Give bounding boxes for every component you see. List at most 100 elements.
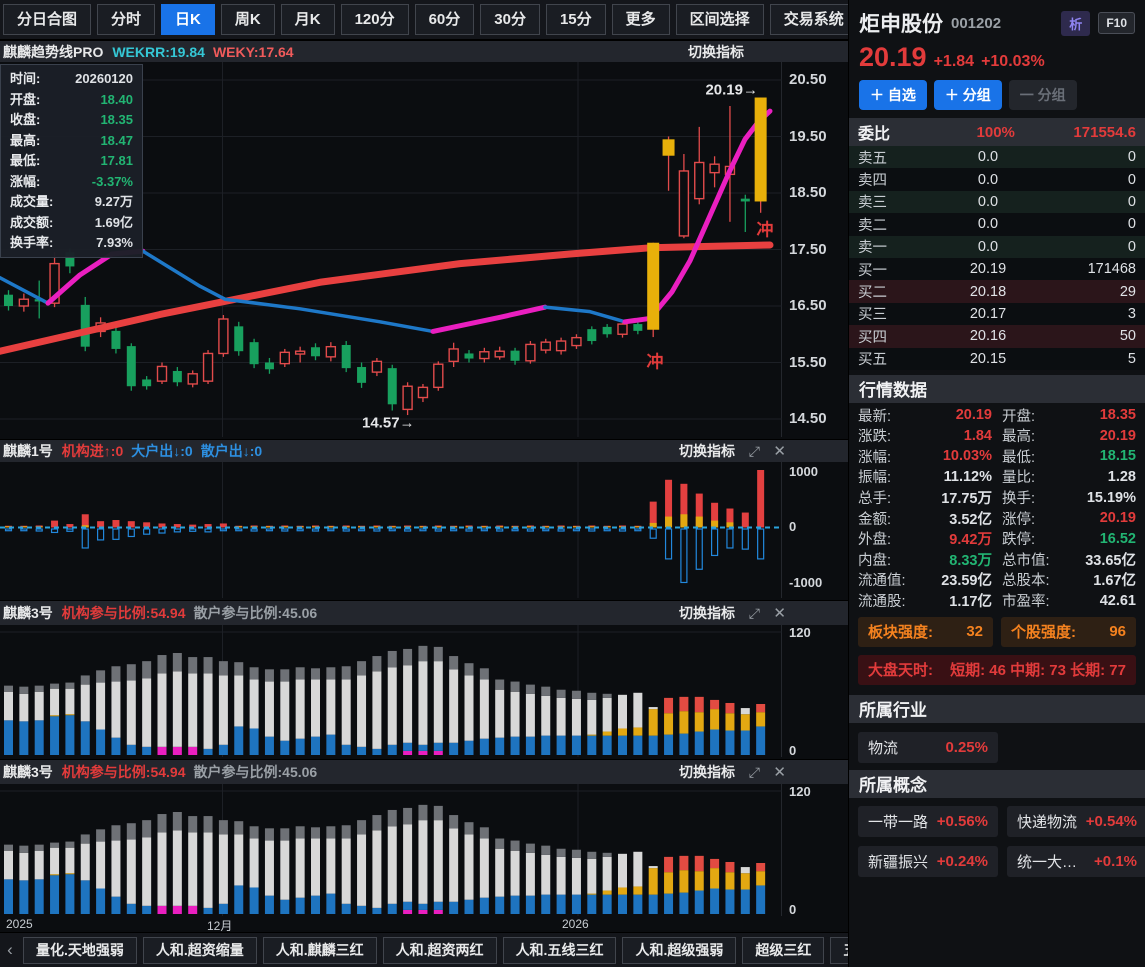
quote-row: 涨跌: 1.84 最高: 20.19 [849, 426, 1145, 447]
sub1-header: 麒麟1号 机构进↑:0 大户出↓:0 散户出↓:0 切换指标 ⤢ ✕ [0, 439, 848, 462]
main-switch-indicator-button[interactable]: 切换指标 [688, 43, 744, 60]
legend-item: 机构参与比例:54.94 [61, 764, 186, 780]
strategy-tab-人和.超级强弱[interactable]: 人和.超级强弱 [622, 936, 737, 964]
sub3-switch-indicator-button[interactable]: 切换指标 [679, 764, 735, 780]
tooltip-label: 开盘: [10, 91, 41, 107]
remove-group-button[interactable]: 一 分组 [1008, 80, 1077, 110]
period-tab-60分[interactable]: 60分 [414, 4, 475, 35]
quote-row: 外盘: 9.42万 跌停: 16.52 [849, 528, 1145, 549]
strategy-tab-人和.五线三红[interactable]: 人和.五线三红 [502, 936, 617, 964]
time-axis: 2025 12月 2026 [0, 916, 848, 933]
period-tab-月K[interactable]: 月K [280, 4, 335, 35]
add-group-button[interactable]: ＋ 分组 [933, 80, 1002, 110]
level-name: 卖一 [858, 240, 887, 257]
level-volume: 0 [1127, 216, 1136, 233]
level-price: 0.0 [977, 149, 999, 166]
svg-text:20.19→: 20.19→ [705, 82, 758, 99]
add-watchlist-button[interactable]: ＋ 自选 [859, 80, 927, 110]
sub1-close-icon[interactable]: ✕ [773, 443, 786, 460]
level-price: 0.0 [977, 193, 999, 210]
period-tab-更多[interactable]: 更多 [611, 4, 670, 35]
stock-name: 炬申股份 [859, 13, 943, 36]
strategy-tab-人和.超资两红[interactable]: 人和.超资两红 [382, 936, 497, 964]
svg-text:14.57→: 14.57→ [362, 414, 415, 431]
order-book-row-买四[interactable]: 买四 20.16 50 [849, 325, 1145, 348]
order-book-row-卖二[interactable]: 卖二 0.0 0 [849, 213, 1145, 236]
level-volume: 0 [1127, 193, 1136, 210]
order-book-row-买三[interactable]: 买三 20.17 3 [849, 302, 1145, 326]
concept-chip-一带一路[interactable]: 一带一路 +0.56% [858, 805, 998, 837]
quote-value: 9.42万 [949, 532, 992, 549]
order-book-row-卖三[interactable]: 卖三 0.0 0 [849, 190, 1145, 214]
quote-value: 18.15 [1099, 448, 1136, 465]
quote-label: 总市值: [1002, 552, 1050, 569]
quote-data-header: 行情数据 [849, 374, 1145, 403]
sub1-expand-icon[interactable]: ⤢ [748, 442, 760, 459]
quote-row: 内盘: 8.33万 总市值: 33.65亿 [849, 549, 1145, 570]
sub2-plot[interactable] [0, 625, 782, 757]
strategy-tab-人和.麒麟三红[interactable]: 人和.麒麟三红 [262, 936, 377, 964]
prev-tabs-chevron[interactable]: ‹ [7, 940, 13, 959]
quote-value: 20.19 [955, 407, 992, 424]
sub1-plot[interactable] [0, 462, 782, 598]
quote-value: 1.28 [1107, 468, 1136, 485]
main-chart-plot[interactable]: 20.19→ 14.57→ 冲冲 时间: 20260120 开盘: 18.40 收盘: 18.… [0, 62, 782, 437]
price-tick: 15.50 [789, 353, 827, 371]
order-book-row-买一[interactable]: 买一 20.19 171468 [849, 257, 1145, 281]
legend-item: 散户参与比例:45.06 [193, 764, 318, 780]
period-tab-区间选择[interactable]: 区间选择 [675, 4, 764, 35]
sub3-expand-icon[interactable]: ⤢ [748, 763, 760, 780]
industry-header: 所属行业 [849, 694, 1145, 723]
sub2-close-icon[interactable]: ✕ [773, 605, 786, 622]
sub3-plot[interactable] [0, 784, 782, 916]
period-tabbar: 分日合图 分时 日K 周K 月K 120分 60分 30分 15分 更多 区间选择 交易系统 [0, 0, 883, 40]
time-axis-label: 12月 [207, 919, 233, 933]
strategy-tab-量化.天地强弱[interactable]: 量化.天地强弱 [23, 936, 137, 964]
period-tab-120分[interactable]: 120分 [340, 4, 409, 35]
order-book-row-卖五[interactable]: 卖五 0.0 0 [849, 146, 1145, 169]
tooltip-label: 涨幅: [10, 173, 41, 189]
concept-chip-快递物流[interactable]: 快递物流 +0.54% [1007, 805, 1145, 837]
period-tab-交易系统[interactable]: 交易系统 [769, 4, 858, 35]
period-tab-周K[interactable]: 周K [220, 4, 275, 35]
sub2-expand-icon[interactable]: ⤢ [748, 604, 760, 621]
sector-strength-chip: 板块强度: 32 [858, 616, 993, 647]
strategy-tab-超级三红[interactable]: 超级三红 [742, 936, 825, 964]
quote-value: 8.33万 [949, 552, 992, 569]
order-book-row-卖四[interactable]: 卖四 0.0 0 [849, 168, 1145, 191]
quote-value: 1.67亿 [1093, 573, 1136, 590]
level-price: 20.19 [969, 261, 1007, 278]
level-volume: 3 [1127, 305, 1136, 322]
order-book-row-买五[interactable]: 买五 20.15 5 [849, 347, 1145, 370]
period-tab-分日合图[interactable]: 分日合图 [3, 4, 92, 35]
concept-chip-新疆振兴[interactable]: 新疆振兴 +0.24% [858, 845, 998, 877]
sub2-switch-indicator-button[interactable]: 切换指标 [679, 605, 735, 621]
svg-text:冲: 冲 [647, 352, 664, 372]
strategy-tab-五绝.超[interactable]: 五绝.超 [830, 936, 848, 964]
period-tab-15分[interactable]: 15分 [545, 4, 606, 35]
industry-chip[interactable]: 物流 0.25% [858, 731, 998, 763]
order-book-row-买二[interactable]: 买二 20.18 29 [849, 280, 1145, 303]
period-tab-日K[interactable]: 日K [161, 4, 215, 35]
f10-button[interactable]: F10 [1098, 12, 1135, 34]
sub3-close-icon[interactable]: ✕ [773, 764, 786, 781]
svg-text:冲: 冲 [757, 219, 774, 239]
price-tick: 17.50 [789, 240, 827, 258]
quote-panel: 炬申股份 001202 析 F10 20.19 +1.84 +10.03% ＋ … [848, 0, 1145, 967]
analyze-button[interactable]: 析 [1061, 10, 1091, 36]
period-tab-30分[interactable]: 30分 [480, 4, 540, 35]
level-name: 卖二 [858, 217, 887, 234]
concept-change: +0.24% [936, 852, 988, 870]
concept-chip-统一大…[interactable]: 统一大… +0.1% [1007, 845, 1145, 877]
concept-list: 一带一路 +0.56% 快递物流 +0.54% 新疆振兴 +0.24% 统一大… +0.1% [849, 798, 1145, 885]
sub1-switch-indicator-button[interactable]: 切换指标 [679, 443, 735, 459]
order-book-row-卖一[interactable]: 卖一 0.0 0 [849, 235, 1145, 258]
concept-change: +0.56% [936, 812, 988, 830]
level-price: 20.15 [969, 350, 1007, 367]
strategy-tab-人和.超资缩量[interactable]: 人和.超资缩量 [142, 936, 257, 964]
concept-name: 统一大… [1017, 853, 1078, 871]
tooltip-value: -3.37% [91, 173, 133, 189]
period-tab-分时[interactable]: 分时 [97, 4, 156, 35]
quote-value: 23.59亿 [941, 573, 992, 590]
quote-label: 市盈率: [1002, 594, 1050, 611]
